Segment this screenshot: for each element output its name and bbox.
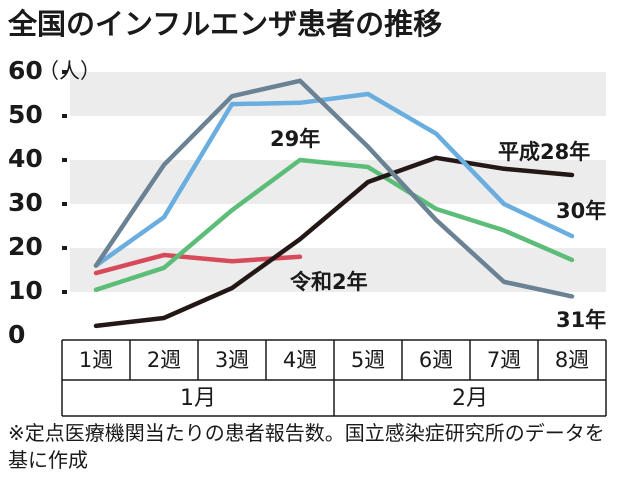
y-unit: （人） [38,59,101,83]
y-tick-label: 0 [8,320,25,349]
chart-title: 全国のインフルエンザ患者の推移 [7,7,442,41]
series-label: 令和2年 [290,270,368,294]
x-tick-label: 1週 [79,348,113,372]
footnote: ※定点医療機関当たりの患者報告数。国立感染症研究所のデータを基に作成 [8,421,605,472]
series-label: 29年 [270,127,320,151]
x-tick-label: 6週 [419,348,453,372]
series-label: 平成28年 [498,140,590,164]
x-tick-label: 3週 [215,348,249,372]
x-tick-label: 2週 [147,348,181,372]
x-tick-label: 5週 [351,348,385,372]
x-tick-label: 4週 [283,348,317,372]
series-line [93,155,575,329]
series-line [93,78,575,299]
month-label: 2月 [452,386,488,411]
series-line [93,91,575,268]
x-tick-label: 8週 [555,348,589,372]
grid-band [70,160,606,204]
series-label: 31年 [556,308,606,332]
series-line [93,252,303,276]
y-tick-label: 40 [8,144,43,173]
y-tick-label: 10 [8,276,43,305]
x-tick-label: 7週 [487,348,521,372]
y-tick-label: 30 [8,188,43,217]
y-tick-label: 20 [8,232,43,261]
chart: 全国のインフルエンザ患者の推移 0 10 20 30 40 50 60（人） 1月 2月 1週 2週… [7,7,607,417]
y-tick-label: 60 [8,56,43,85]
y-tick-label: 50 [8,100,43,129]
series-line [93,157,575,293]
month-label: 1月 [180,386,216,411]
series-label: 30年 [556,199,606,223]
grid-band [70,72,606,116]
